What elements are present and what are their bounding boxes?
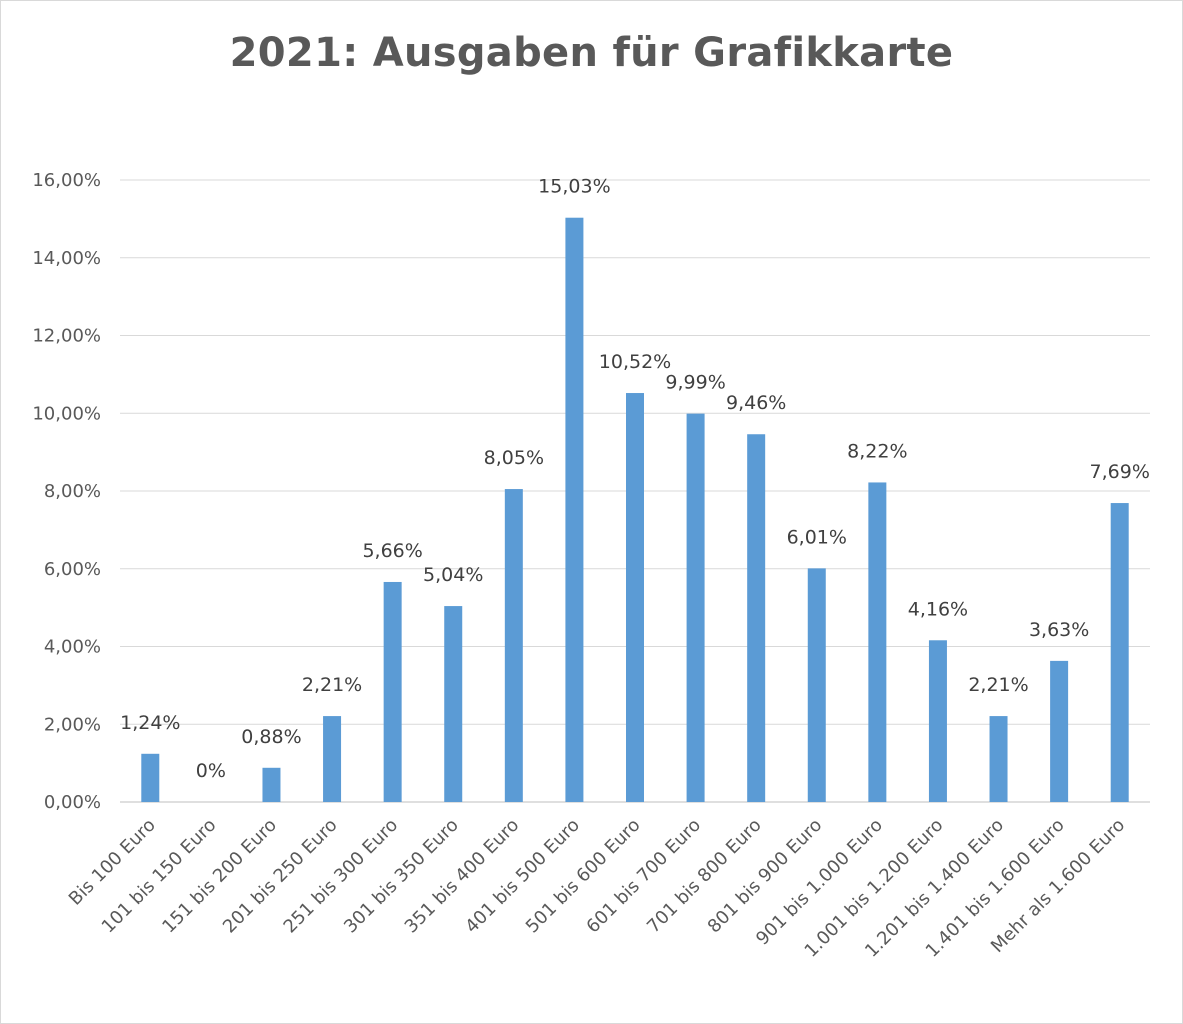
x-tick-label: 801 bis 900 Euro bbox=[704, 815, 827, 938]
bar bbox=[686, 413, 705, 802]
data-label: 4,16% bbox=[908, 598, 968, 620]
data-label: 1,24% bbox=[120, 712, 180, 734]
data-label: 2,21% bbox=[302, 674, 362, 696]
x-tick-label: 401 bis 500 Euro bbox=[461, 815, 584, 938]
data-label: 0,88% bbox=[241, 726, 301, 748]
bar bbox=[807, 568, 826, 802]
bars bbox=[141, 217, 1129, 803]
x-tick-label: 601 bis 700 Euro bbox=[582, 815, 705, 938]
bar bbox=[928, 640, 947, 802]
data-label: 7,69% bbox=[1090, 461, 1150, 483]
data-label: 9,46% bbox=[726, 392, 786, 414]
y-tick-label: 0,00% bbox=[44, 792, 101, 813]
data-label: 6,01% bbox=[787, 526, 847, 548]
y-tick-label: 8,00% bbox=[44, 481, 101, 502]
y-tick-label: 6,00% bbox=[44, 559, 101, 580]
bar bbox=[747, 434, 766, 802]
bar bbox=[868, 482, 887, 802]
x-tick-label: 501 bis 600 Euro bbox=[522, 815, 645, 938]
bar bbox=[141, 753, 160, 802]
x-tick-label: 251 bis 300 Euro bbox=[280, 815, 403, 938]
bar bbox=[626, 393, 644, 802]
x-tick-label: 301 bis 350 Euro bbox=[340, 815, 463, 938]
y-axis: 0,00% 2,00% 4,00% 6,00% 8,00% 10,00% 12,00% 14,… bbox=[32, 170, 101, 813]
bar bbox=[383, 581, 402, 802]
data-label: 5,04% bbox=[423, 564, 483, 586]
x-tick-label: 151 bis 200 Euro bbox=[158, 815, 281, 938]
bar bbox=[444, 606, 463, 802]
y-tick-label: 4,00% bbox=[44, 637, 101, 658]
bar bbox=[262, 767, 281, 802]
y-tick-label: 2,00% bbox=[44, 714, 101, 735]
data-label: 8,05% bbox=[484, 447, 544, 469]
bar bbox=[1050, 660, 1069, 802]
chart-title: 2021: Ausgaben für Grafikkarte bbox=[229, 30, 954, 76]
bar bbox=[1110, 503, 1129, 802]
data-label: 15,03% bbox=[538, 176, 610, 198]
y-tick-label: 12,00% bbox=[32, 326, 101, 347]
bar bbox=[323, 716, 342, 802]
bar bbox=[989, 716, 1008, 802]
data-labels: 1,24% 0% 0,88% 2,21% 5,66%5,04% 8,05% 15,03% 10… bbox=[120, 176, 1150, 782]
bar bbox=[565, 217, 584, 803]
data-label: 3,63% bbox=[1029, 619, 1089, 641]
data-label: 5,66% bbox=[362, 540, 422, 562]
y-tick-label: 10,00% bbox=[32, 403, 101, 424]
data-label: 9,99% bbox=[665, 372, 725, 394]
data-label: 10,52% bbox=[599, 351, 671, 373]
data-label: 8,22% bbox=[847, 440, 907, 462]
y-tick-label: 16,00% bbox=[32, 170, 101, 191]
x-tick-label: 201 bis 250 Euro bbox=[219, 815, 342, 938]
bar bbox=[504, 489, 523, 802]
data-label: 0% bbox=[196, 760, 226, 782]
x-tick-label: 101 bis 150 Euro bbox=[98, 815, 221, 938]
x-tick-label: 701 bis 800 Euro bbox=[643, 815, 766, 938]
data-label: 2,21% bbox=[968, 674, 1028, 696]
x-tick-label: 351 bis 400 Euro bbox=[401, 815, 524, 938]
y-tick-label: 14,00% bbox=[32, 248, 101, 269]
